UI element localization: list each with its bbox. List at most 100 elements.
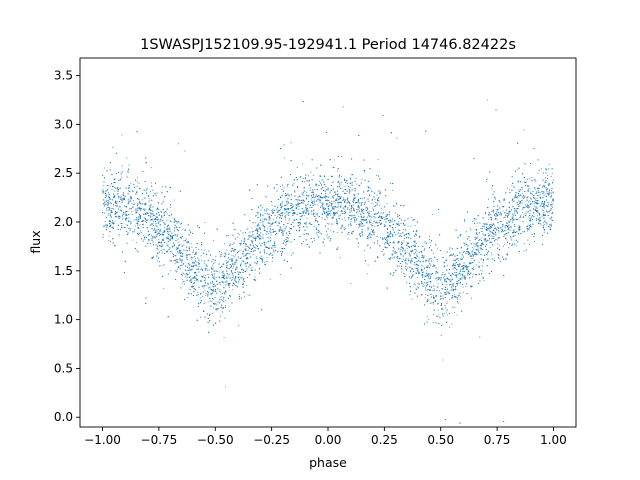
data-point (424, 293, 426, 295)
data-point (227, 275, 229, 277)
data-point (216, 303, 218, 305)
data-point (165, 228, 167, 230)
data-point (377, 197, 379, 199)
data-point (151, 234, 153, 236)
data-point (483, 280, 485, 282)
data-point (326, 217, 328, 219)
data-point (543, 223, 545, 225)
data-point (230, 277, 232, 279)
data-point (192, 268, 194, 270)
data-point (414, 251, 417, 253)
data-point (504, 224, 506, 226)
data-point (347, 238, 349, 240)
data-point (126, 213, 128, 215)
data-point (296, 198, 298, 201)
data-point (533, 205, 535, 207)
data-point (551, 190, 553, 192)
data-point (538, 217, 540, 219)
data-point (342, 218, 344, 220)
data-point (523, 181, 525, 183)
chart-title: 1SWASPJ152109.95-192941.1 Period 14746.8… (140, 37, 516, 53)
data-point (536, 197, 538, 199)
data-point (509, 235, 511, 237)
data-point (130, 223, 132, 225)
data-point (150, 204, 152, 206)
data-point (446, 303, 448, 305)
data-point (208, 283, 210, 286)
data-point (205, 292, 207, 295)
data-point (372, 207, 374, 209)
data-point (466, 264, 468, 267)
data-point (372, 210, 374, 212)
data-point (135, 242, 137, 244)
data-point (238, 251, 240, 253)
data-point (401, 232, 403, 234)
data-point (224, 305, 227, 307)
data-point (330, 230, 332, 232)
data-point (204, 278, 207, 280)
data-point (407, 258, 409, 260)
data-point (208, 269, 210, 271)
data-point (429, 245, 432, 247)
data-point (425, 273, 427, 275)
data-point (507, 222, 509, 224)
data-point (462, 291, 464, 293)
data-point (345, 227, 347, 230)
data-point (362, 217, 365, 219)
data-point (483, 234, 485, 237)
data-point (460, 269, 462, 271)
data-point (369, 215, 371, 217)
data-point (368, 233, 370, 235)
data-point (422, 283, 424, 285)
data-point (491, 211, 493, 213)
data-point (544, 177, 546, 179)
data-point (279, 202, 281, 205)
data-point (233, 261, 235, 263)
data-point (495, 215, 497, 217)
data-point (220, 307, 222, 309)
data-point (109, 201, 111, 203)
data-point (440, 335, 442, 337)
data-point (325, 231, 328, 233)
data-point (521, 231, 523, 233)
data-point (144, 189, 146, 191)
data-point (161, 185, 164, 188)
data-point (148, 205, 150, 207)
data-point (362, 197, 364, 199)
data-point (238, 234, 240, 236)
data-point (462, 286, 464, 288)
data-point (329, 192, 331, 194)
data-point (537, 172, 539, 174)
data-point (550, 205, 552, 208)
data-point (340, 209, 343, 211)
data-point (366, 245, 368, 247)
data-point (183, 244, 185, 246)
data-point (343, 206, 346, 208)
data-point (522, 202, 524, 204)
data-point (125, 226, 127, 229)
data-point (358, 216, 360, 218)
data-point (230, 264, 232, 266)
data-point (432, 295, 434, 297)
data-point (107, 214, 109, 216)
data-point (309, 223, 311, 225)
data-point (307, 203, 309, 205)
data-point (349, 205, 351, 207)
data-point (446, 291, 448, 293)
data-point (290, 203, 292, 205)
data-point (494, 225, 496, 227)
data-point (467, 253, 469, 256)
data-point (246, 229, 248, 231)
data-point (316, 212, 318, 214)
data-point (531, 216, 533, 218)
data-point (374, 198, 376, 200)
data-point (529, 213, 531, 215)
data-point (511, 185, 513, 187)
data-point (166, 213, 168, 215)
data-point (392, 253, 394, 255)
data-point (158, 208, 160, 210)
data-point (188, 253, 190, 255)
data-point (128, 200, 130, 202)
data-point (120, 178, 122, 180)
data-point (419, 251, 421, 253)
